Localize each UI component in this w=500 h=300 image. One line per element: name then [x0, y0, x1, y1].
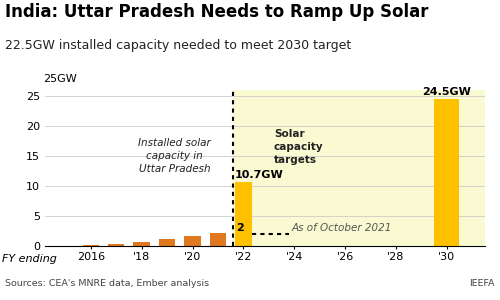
Bar [108, 244, 124, 246]
Text: IEEFA: IEEFA [470, 279, 495, 288]
Text: 10.7GW: 10.7GW [234, 170, 283, 180]
Bar [184, 236, 201, 246]
Text: FY ending: FY ending [2, 254, 58, 263]
Text: 2: 2 [236, 223, 244, 233]
Bar [235, 182, 252, 246]
Text: 25GW: 25GW [43, 74, 76, 84]
Bar [159, 239, 176, 246]
Text: Installed solar
capacity in
Uttar Pradesh: Installed solar capacity in Uttar Prades… [138, 138, 211, 174]
Text: India: Uttar Pradesh Needs to Ramp Up Solar: India: Uttar Pradesh Needs to Ramp Up So… [5, 3, 428, 21]
Text: Solar
capacity
targets: Solar capacity targets [274, 129, 324, 165]
Bar [434, 99, 459, 246]
Bar [233, 90, 485, 246]
Text: Sources: CEA's MNRE data, Ember analysis: Sources: CEA's MNRE data, Ember analysis [5, 279, 209, 288]
Text: 24.5GW: 24.5GW [422, 87, 472, 97]
Text: 22.5GW installed capacity needed to meet 2030 target: 22.5GW installed capacity needed to meet… [5, 39, 351, 52]
Text: As of October 2021: As of October 2021 [292, 223, 392, 233]
Bar [82, 245, 99, 246]
Bar [210, 233, 226, 246]
Bar [134, 242, 150, 246]
